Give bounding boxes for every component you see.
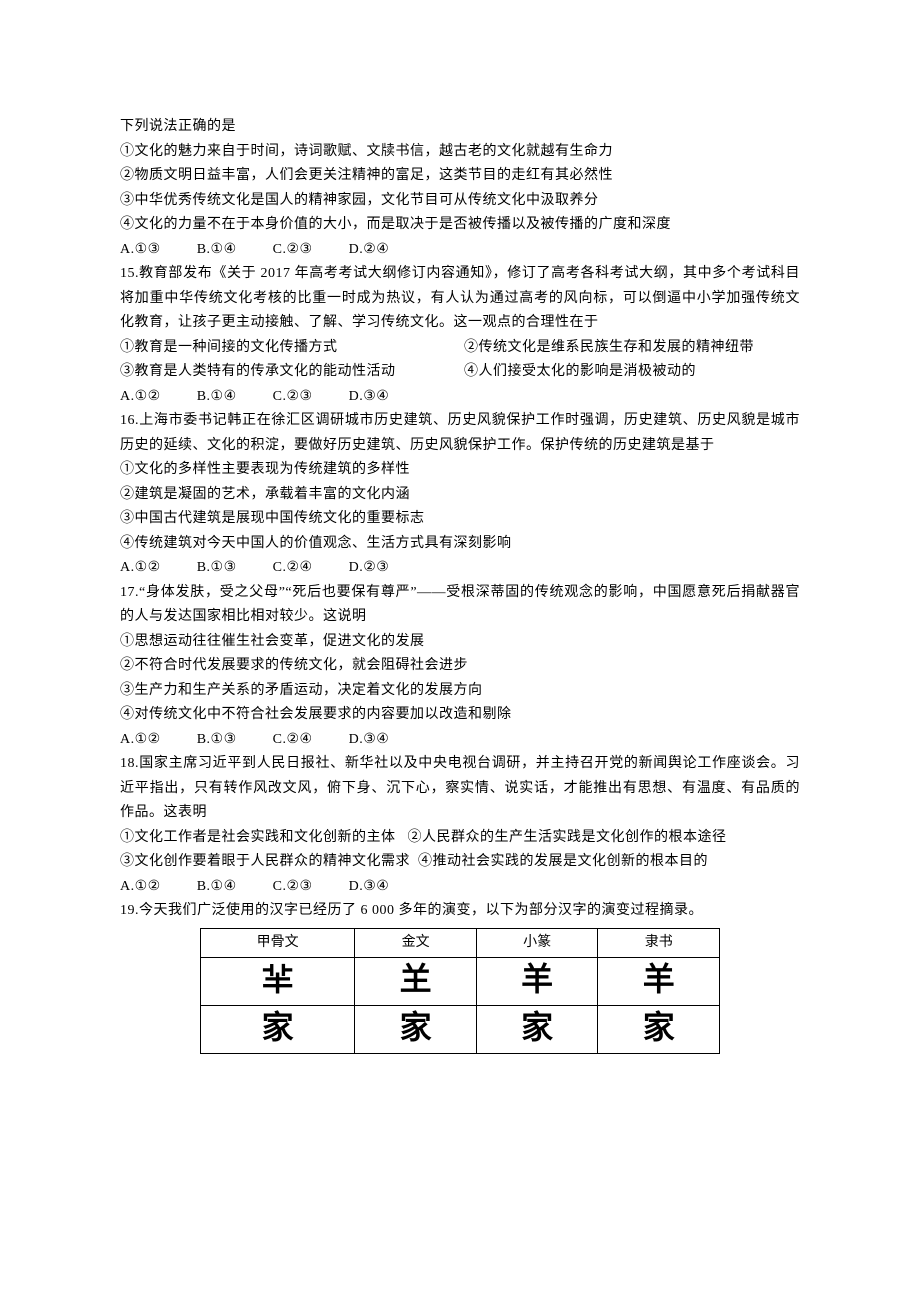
q16-stmt-2: ②建筑是凝固的艺术，承载着丰富的文化内涵 [120, 483, 800, 508]
q15-option-a: A.①② [120, 389, 161, 404]
q14-option-b: B.①④ [197, 242, 237, 257]
q15-option-c: C.②③ [273, 389, 313, 404]
q18-stem: 18.国家主席习近平到人民日报社、新华社以及中央电视台调研，并主持召开党的新闻舆… [120, 752, 800, 826]
q15-stmt-4: ④人们接受太化的影响是消极被动的 [464, 364, 696, 379]
q19-table-container: 甲骨文 金文 小篆 隶书 𦍋 𦍌 羊 羊 家 家 家 家 [120, 928, 800, 1055]
q16-option-b: B.①③ [197, 560, 237, 575]
q16-option-a: A.①② [120, 560, 161, 575]
q14-stmt-3: ③中华优秀传统文化是国人的精神家园，文化节目可从传统文化中汲取养分 [120, 189, 800, 214]
glyph-icon: 𦍋 [262, 961, 294, 997]
glyph-jia-jinwen: 家 [355, 1006, 477, 1054]
q16-options: A.①② B.①③ C.②④ D.②③ [120, 556, 800, 581]
q17-option-a: A.①② [120, 732, 161, 747]
q15-stmt-3: ③教育是人类特有的传承文化的能动性活动 [120, 360, 460, 385]
table-row-jia: 家 家 家 家 [201, 1006, 720, 1054]
table-row-yang: 𦍋 𦍌 羊 羊 [201, 958, 720, 1006]
q15-stmt-line2: ③教育是人类特有的传承文化的能动性活动 ④人们接受太化的影响是消极被动的 [120, 360, 800, 385]
q18-stmt-line1: ①文化工作者是社会实践和文化创新的主体 ②人民群众的生产生活实践是文化创作的根本… [120, 826, 800, 851]
q18-stmt-4: ④推动社会实践的发展是文化创新的根本目的 [418, 854, 708, 869]
table-header-lishu: 隶书 [598, 928, 720, 958]
q18-option-c: C.②③ [273, 879, 313, 894]
q15-option-d: D.③④ [349, 389, 390, 404]
q18-option-b: B.①④ [197, 879, 237, 894]
q17-option-d: D.③④ [349, 732, 390, 747]
q15-options: A.①② B.①④ C.②③ D.③④ [120, 385, 800, 410]
glyph-icon: 家 [262, 1009, 294, 1045]
q17-option-c: C.②④ [273, 732, 313, 747]
q15-stem: 15.教育部发布《关于 2017 年高考考试大纲修订内容通知》，修订了高考各科考… [120, 262, 800, 336]
glyph-icon: 家 [521, 1009, 553, 1045]
q18-option-d: D.③④ [349, 879, 390, 894]
q17-stmt-1: ①思想运动往往催生社会变革，促进文化的发展 [120, 630, 800, 655]
q15-option-b: B.①④ [197, 389, 237, 404]
table-header-row: 甲骨文 金文 小篆 隶书 [201, 928, 720, 958]
hanzi-evolution-table: 甲骨文 金文 小篆 隶书 𦍋 𦍌 羊 羊 家 家 家 家 [200, 928, 720, 1055]
q16-stmt-1: ①文化的多样性主要表现为传统建筑的多样性 [120, 458, 800, 483]
q18-options: A.①② B.①④ C.②③ D.③④ [120, 875, 800, 900]
q14-stmt-2: ②物质文明日益丰富，人们会更关注精神的富足，这类节目的走红有其必然性 [120, 164, 800, 189]
glyph-jia-xiaozhuan: 家 [476, 1006, 598, 1054]
q18-stmt-1: ①文化工作者是社会实践和文化创新的主体 [120, 830, 396, 845]
q16-stem: 16.上海市委书记韩正在徐汇区调研城市历史建筑、历史风貌保护工作时强调，历史建筑… [120, 409, 800, 458]
q16-stmt-3: ③中国古代建筑是展现中国传统文化的重要标志 [120, 507, 800, 532]
glyph-icon: 家 [400, 1009, 432, 1045]
q14-option-d: D.②④ [349, 242, 390, 257]
q17-stmt-4: ④对传统文化中不符合社会发展要求的内容要加以改造和剔除 [120, 703, 800, 728]
q14-option-c: C.②③ [273, 242, 313, 257]
q14-option-a: A.①③ [120, 242, 161, 257]
glyph-yang-xiaozhuan: 羊 [476, 958, 598, 1006]
q15-stmt-1: ①教育是一种间接的文化传播方式 [120, 336, 460, 361]
q14-stmt-1: ①文化的魅力来自于时间，诗词歌赋、文牍书信，越古老的文化就越有生命力 [120, 140, 800, 165]
q14-stmt-4: ④文化的力量不在于本身价值的大小，而是取决于是否被传播以及被传播的广度和深度 [120, 213, 800, 238]
glyph-jia-lishu: 家 [598, 1006, 720, 1054]
table-header-jiaguwen: 甲骨文 [201, 928, 355, 958]
q17-option-b: B.①③ [197, 732, 237, 747]
q18-stmt-3: ③文化创作要着眼于人民群众的精神文化需求 [120, 854, 410, 869]
q16-option-d: D.②③ [349, 560, 390, 575]
q14-prompt: 下列说法正确的是 [120, 115, 800, 140]
q18-stmt-line2: ③文化创作要着眼于人民群众的精神文化需求 ④推动社会实践的发展是文化创新的根本目… [120, 850, 800, 875]
q14-options: A.①③ B.①④ C.②③ D.②④ [120, 238, 800, 263]
q18-option-a: A.①② [120, 879, 161, 894]
q15-stmt-2: ②传统文化是维系民族生存和发展的精神纽带 [464, 340, 754, 355]
q17-stmt-3: ③生产力和生产关系的矛盾运动，决定着文化的发展方向 [120, 679, 800, 704]
glyph-icon: 𦍌 [400, 961, 432, 997]
q18-stmt-2: ②人民群众的生产生活实践是文化创作的根本途径 [408, 830, 727, 845]
q17-stmt-2: ②不符合时代发展要求的传统文化，就会阻碍社会进步 [120, 654, 800, 679]
glyph-yang-lishu: 羊 [598, 958, 720, 1006]
q15-stmt-line1: ①教育是一种间接的文化传播方式 ②传统文化是维系民族生存和发展的精神纽带 [120, 336, 800, 361]
glyph-icon: 家 [643, 1009, 675, 1045]
q16-option-c: C.②④ [273, 560, 313, 575]
glyph-yang-jinwen: 𦍌 [355, 958, 477, 1006]
glyph-icon: 羊 [643, 961, 675, 997]
q16-stmt-4: ④传统建筑对今天中国人的价值观念、生活方式具有深刻影响 [120, 532, 800, 557]
glyph-yang-jiaguwen: 𦍋 [201, 958, 355, 1006]
table-header-xiaozhuan: 小篆 [476, 928, 598, 958]
table-header-jinwen: 金文 [355, 928, 477, 958]
glyph-jia-jiaguwen: 家 [201, 1006, 355, 1054]
q17-stem: 17.“身体发肤，受之父母”“死后也要保有尊严”——受根深蒂固的传统观念的影响，… [120, 581, 800, 630]
q17-options: A.①② B.①③ C.②④ D.③④ [120, 728, 800, 753]
glyph-icon: 羊 [521, 961, 553, 997]
q19-stem: 19.今天我们广泛使用的汉字已经历了 6 000 多年的演变，以下为部分汉字的演… [120, 899, 800, 924]
